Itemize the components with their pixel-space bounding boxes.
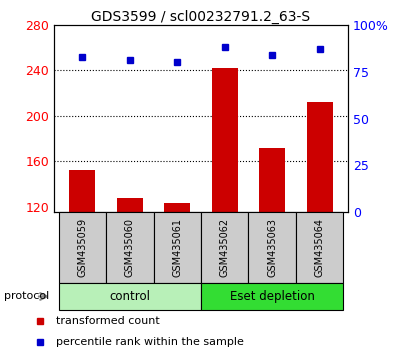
- Bar: [106, 212, 154, 283]
- Text: GSM435061: GSM435061: [172, 218, 182, 277]
- Bar: [259, 148, 285, 212]
- Bar: [201, 283, 343, 310]
- Text: control: control: [109, 290, 150, 303]
- Bar: [296, 212, 343, 283]
- Bar: [306, 102, 332, 212]
- Text: Eset depletion: Eset depletion: [230, 290, 314, 303]
- Bar: [201, 212, 248, 283]
- Bar: [59, 283, 201, 310]
- Text: GSM435060: GSM435060: [125, 218, 135, 277]
- Bar: [117, 198, 143, 212]
- Bar: [154, 212, 201, 283]
- Text: transformed count: transformed count: [56, 316, 160, 326]
- Text: GSM435059: GSM435059: [78, 218, 88, 278]
- Text: protocol: protocol: [4, 291, 49, 302]
- Bar: [212, 68, 238, 212]
- Bar: [70, 170, 96, 212]
- Title: GDS3599 / scl00232791.2_63-S: GDS3599 / scl00232791.2_63-S: [92, 10, 310, 24]
- Text: GSM435063: GSM435063: [267, 218, 277, 277]
- Text: GSM435062: GSM435062: [220, 218, 230, 278]
- Bar: [248, 212, 296, 283]
- Bar: [164, 203, 190, 212]
- Text: GSM435064: GSM435064: [314, 218, 324, 277]
- Text: percentile rank within the sample: percentile rank within the sample: [56, 337, 244, 347]
- Bar: [59, 212, 106, 283]
